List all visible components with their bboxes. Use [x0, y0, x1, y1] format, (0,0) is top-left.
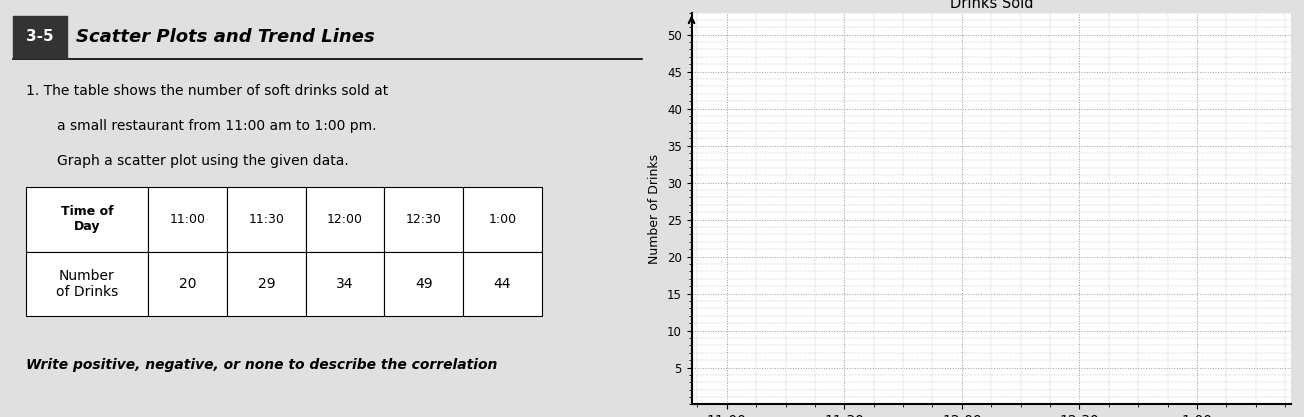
Bar [26, 187, 149, 251]
Text: 49: 49 [415, 277, 433, 291]
Text: 3-5: 3-5 [26, 29, 53, 44]
Text: 44: 44 [494, 277, 511, 291]
Bar [305, 187, 385, 251]
Bar [26, 251, 149, 316]
Text: 1. The table shows the number of soft drinks sold at: 1. The table shows the number of soft dr… [26, 84, 387, 98]
Text: Graph a scatter plot using the given data.: Graph a scatter plot using the given dat… [57, 154, 349, 168]
Bar [149, 251, 227, 316]
Text: 11:00: 11:00 [170, 213, 206, 226]
Text: 1:00: 1:00 [488, 213, 516, 226]
Bar [463, 251, 541, 316]
Bar [385, 251, 463, 316]
Bar [305, 251, 385, 316]
Text: 12:30: 12:30 [406, 213, 442, 226]
Bar [13, 16, 67, 58]
Text: 11:30: 11:30 [249, 213, 284, 226]
Text: Time of
Day: Time of Day [61, 205, 113, 233]
Text: Scatter Plots and Trend Lines: Scatter Plots and Trend Lines [76, 28, 374, 46]
Text: a small restaurant from 11:00 am to 1:00 pm.: a small restaurant from 11:00 am to 1:00… [57, 119, 377, 133]
Text: Write positive, negative, or none to describe the correlation: Write positive, negative, or none to des… [26, 358, 497, 372]
Text: Number
of Drinks: Number of Drinks [56, 269, 119, 299]
Text: 29: 29 [258, 277, 275, 291]
Bar [227, 251, 305, 316]
Bar [149, 187, 227, 251]
Bar [385, 187, 463, 251]
Y-axis label: Number of Drinks: Number of Drinks [648, 153, 661, 264]
Bar [227, 187, 305, 251]
Text: 12:00: 12:00 [327, 213, 363, 226]
Title: Drinks Sold: Drinks Sold [949, 0, 1033, 11]
Text: 20: 20 [179, 277, 197, 291]
Text: 34: 34 [336, 277, 353, 291]
Bar [463, 187, 541, 251]
